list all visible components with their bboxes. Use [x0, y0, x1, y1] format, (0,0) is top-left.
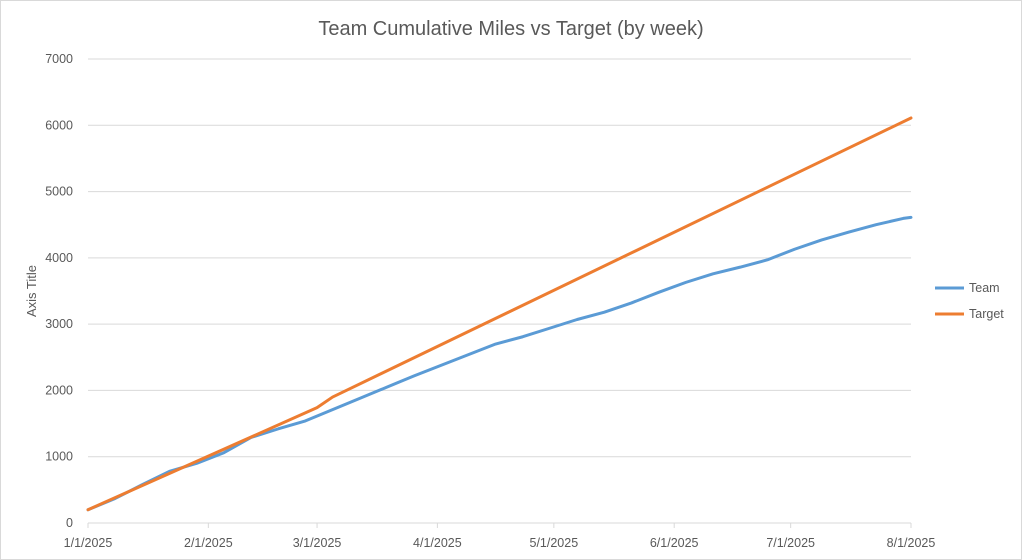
x-tick-label: 3/1/2025: [293, 536, 342, 550]
x-axis: 1/1/2025 2/1/2025 3/1/2025 4/1/2025 5/1/2025…: [64, 522, 936, 550]
series-line-team: [86, 215, 913, 512]
y-tick-label: 3000: [45, 317, 73, 331]
legend-label-team: Team: [969, 281, 1000, 295]
y-tick-label: 7000: [45, 52, 73, 66]
y-axis-title: Axis Title: [24, 265, 39, 317]
x-tick-label: 4/1/2025: [413, 536, 462, 550]
y-tick-label: 4000: [45, 251, 73, 265]
x-tick-label: 8/1/2025: [887, 536, 936, 550]
series-line-target: [86, 116, 913, 512]
y-tick-label: 1000: [45, 450, 73, 464]
x-tick-label: 7/1/2025: [766, 536, 815, 550]
legend: Team Target: [935, 281, 1004, 321]
y-axis: 0 1000 2000 3000 4000 5000 6000 7000: [45, 52, 73, 530]
x-tick-label: 5/1/2025: [530, 536, 579, 550]
series-layer: [86, 116, 913, 512]
x-tick-label: 1/1/2025: [64, 536, 113, 550]
y-tick-label: 6000: [45, 118, 73, 132]
chart-title: Team Cumulative Miles vs Target (by week…: [318, 18, 703, 40]
gridlines: [88, 58, 911, 458]
legend-label-target: Target: [969, 307, 1004, 321]
x-tick-label: 2/1/2025: [184, 536, 233, 550]
y-tick-label: 5000: [45, 185, 73, 199]
y-tick-label: 2000: [45, 383, 73, 397]
y-tick-label: 0: [66, 516, 73, 530]
x-tick-label: 6/1/2025: [650, 536, 699, 550]
